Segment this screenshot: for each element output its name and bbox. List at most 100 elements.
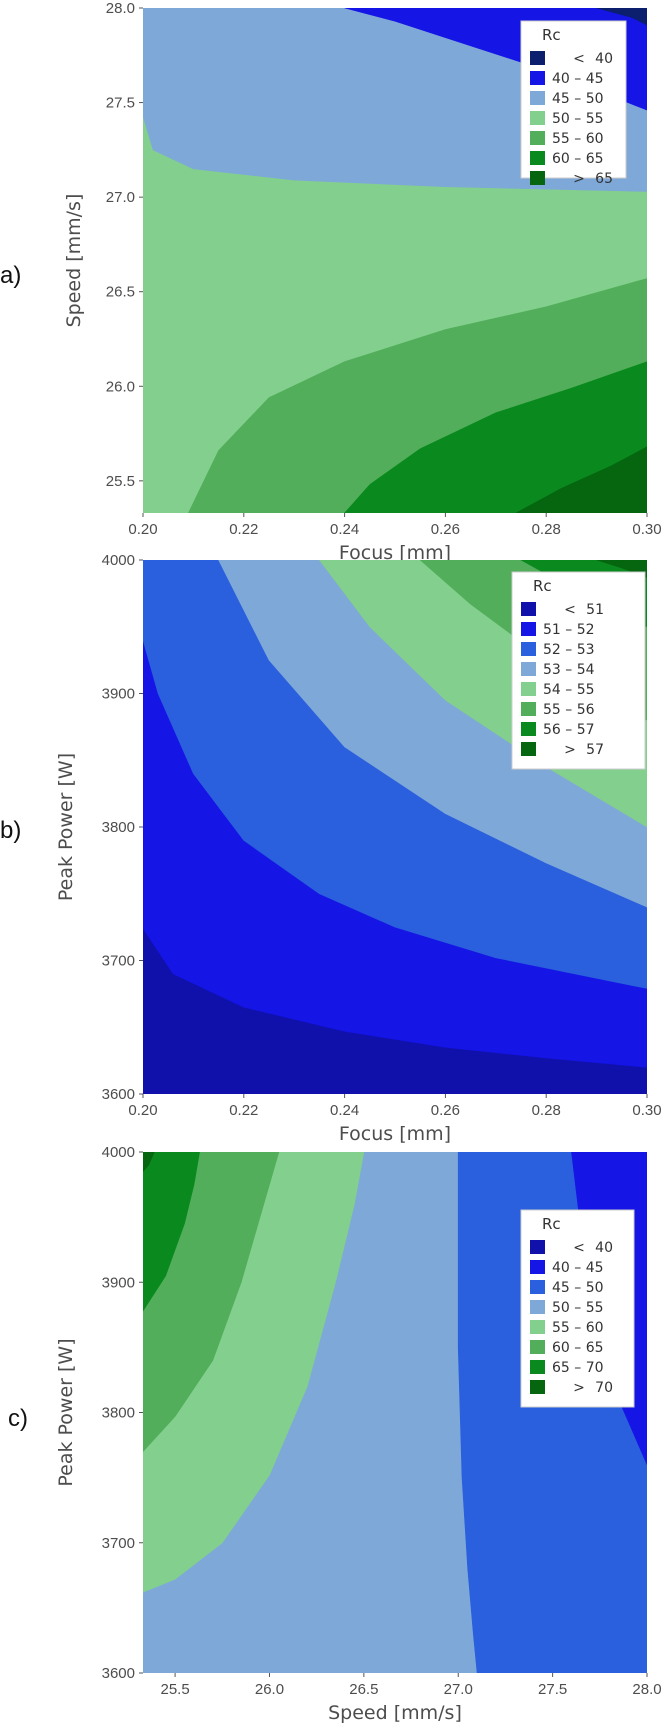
- legend-swatch: [530, 151, 545, 165]
- y-tick-label: 26.5: [106, 284, 135, 301]
- legend-range: 54 – 55: [543, 682, 595, 698]
- legend-symbol: <: [564, 602, 576, 618]
- legend-range: 45 – 50: [552, 91, 604, 107]
- legend-title: Rc: [533, 577, 552, 595]
- x-tick-label: 0.28: [532, 521, 561, 538]
- y-axis-title: Peak Power [W]: [55, 1338, 77, 1486]
- x-axis-title: Focus [mm]: [339, 1123, 451, 1145]
- legend-range: 50 – 55: [552, 111, 604, 127]
- contour-band-6: [344, 361, 647, 513]
- x-tick-label: 0.24: [330, 1102, 359, 1119]
- legend-value: 51: [586, 602, 604, 618]
- legend-swatch: [530, 71, 545, 85]
- x-tick-label: 27.0: [444, 1681, 473, 1698]
- legend-swatch: [521, 722, 536, 736]
- x-tick-label: 0.22: [229, 521, 258, 538]
- chart-panel-3: 25.5 26.0 26.5 27.0 27.5 28.0 3600 3700 3800 3900…: [8, 1144, 662, 1724]
- legend: Rc < 40 40 – 45 45 – 50 50 – 55 55 – 60 60 – 65…: [520, 1209, 635, 1408]
- y-tick-label: 27.0: [106, 189, 135, 206]
- x-tick-label: 25.5: [160, 1681, 189, 1698]
- y-tick-label: 26.0: [106, 378, 135, 395]
- x-axis-title: Focus [mm]: [339, 542, 451, 564]
- legend-symbol: >: [573, 171, 585, 187]
- contour-band-4: [143, 1152, 200, 1312]
- x-axis-title: Speed [mm/s]: [328, 1702, 462, 1724]
- legend-range: 55 – 60: [552, 1320, 604, 1336]
- x-tick-label: 0.30: [632, 1102, 661, 1119]
- legend-swatch: [530, 131, 545, 145]
- x-tick-label: 0.20: [128, 521, 157, 538]
- legend-value: 70: [595, 1380, 613, 1396]
- legend-swatch: [530, 1300, 545, 1314]
- x-tick-label: 26.0: [255, 1681, 284, 1698]
- legend-swatch: [521, 742, 536, 756]
- x-tick-label: 0.26: [431, 521, 460, 538]
- legend: Rc < 51 51 – 52 52 – 53 53 – 54 54 – 55 55 – 56…: [511, 571, 646, 770]
- legend-range: 55 – 60: [552, 131, 604, 147]
- chart-panel-1: 0.20 0.22 0.24 0.26 0.28 0.30 25.5 26.0 26.5 27.0…: [0, 0, 662, 564]
- legend-range: 45 – 50: [552, 1280, 604, 1296]
- legend-swatch: [530, 171, 545, 185]
- legend-range: 52 – 53: [543, 642, 595, 658]
- legend-value: 57: [586, 742, 604, 758]
- legend-swatch: [530, 51, 545, 65]
- contour-band-4: [596, 8, 647, 26]
- y-tick-label: 4000: [102, 552, 135, 569]
- legend-range: 60 – 65: [552, 151, 604, 167]
- y-tick-label: 3800: [102, 819, 135, 836]
- legend-symbol: <: [573, 1240, 585, 1256]
- y-tick-label: 27.5: [106, 95, 135, 112]
- contour-band-8: [596, 560, 647, 578]
- legend-swatch: [521, 622, 536, 636]
- x-tick-label: 0.20: [128, 1102, 157, 1119]
- x-tick-label: 0.28: [532, 1102, 561, 1119]
- legend-swatch: [521, 662, 536, 676]
- x-tick-label: 27.5: [538, 1681, 567, 1698]
- chart-panel-2: 0.20 0.22 0.24 0.26 0.28 0.30 3600 3700 3800 3900…: [0, 552, 662, 1145]
- legend-range: 65 – 70: [552, 1360, 604, 1376]
- legend-swatch: [521, 682, 536, 696]
- legend-symbol: >: [564, 742, 576, 758]
- y-tick-label: 3600: [102, 1665, 135, 1682]
- legend-range: 40 – 45: [552, 71, 604, 87]
- legend-swatch: [530, 1340, 545, 1354]
- y-tick-label: 28.0: [106, 0, 135, 17]
- y-tick-label: 4000: [102, 1144, 135, 1161]
- legend-swatch: [530, 1280, 545, 1294]
- legend-range: 40 – 45: [552, 1260, 604, 1276]
- legend-swatch: [530, 1240, 545, 1254]
- legend-range: 50 – 55: [552, 1300, 604, 1316]
- legend-range: 51 – 52: [543, 622, 595, 638]
- legend-swatch: [521, 602, 536, 616]
- panel-label: c): [8, 1405, 28, 1432]
- y-tick-label: 3900: [102, 686, 135, 703]
- x-tick-label: 0.24: [330, 521, 359, 538]
- y-tick-label: 3600: [102, 1086, 135, 1103]
- y-tick-label: 25.5: [106, 473, 135, 490]
- legend-swatch: [521, 642, 536, 656]
- x-tick-label: 26.5: [349, 1681, 378, 1698]
- legend-title: Rc: [542, 26, 561, 44]
- legend-swatch: [530, 91, 545, 105]
- legend-swatch: [530, 1320, 545, 1334]
- y-tick-label: 3700: [102, 953, 135, 970]
- legend-symbol: >: [573, 1380, 585, 1396]
- legend: Rc < 40 40 – 45 45 – 50 50 – 55 55 – 60 60 – 65…: [520, 20, 627, 187]
- legend-range: 60 – 65: [552, 1340, 604, 1356]
- legend-value: 40: [595, 1240, 613, 1256]
- legend-title: Rc: [542, 1215, 561, 1233]
- legend-swatch: [530, 111, 545, 125]
- y-tick-label: 3800: [102, 1405, 135, 1422]
- y-axis-title: Speed [mm/s]: [63, 194, 85, 328]
- x-tick-label: 0.30: [632, 521, 661, 538]
- panel-label: a): [0, 262, 21, 289]
- legend-swatch: [521, 702, 536, 716]
- legend-symbol: <: [573, 51, 585, 67]
- legend-value: 40: [595, 51, 613, 67]
- contour-band-7: [515, 446, 647, 513]
- legend-swatch: [530, 1380, 545, 1394]
- legend-range: 56 – 57: [543, 722, 595, 738]
- y-tick-label: 3900: [102, 1274, 135, 1291]
- legend-swatch: [530, 1260, 545, 1274]
